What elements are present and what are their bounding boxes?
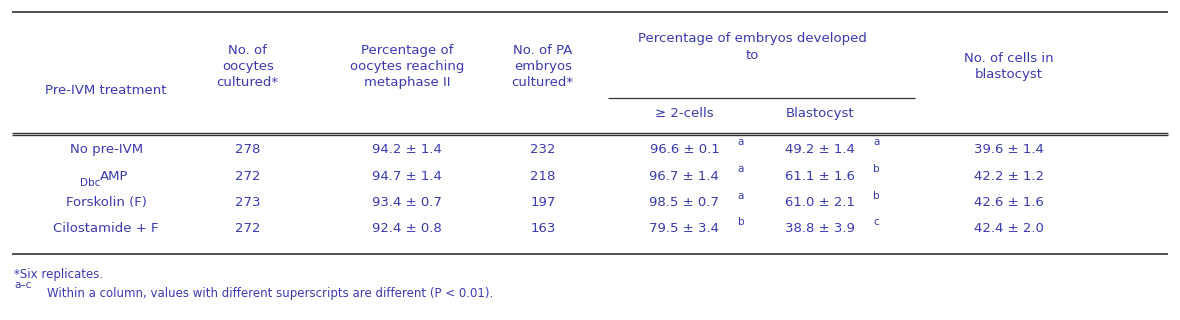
Text: 98.5 ± 0.7: 98.5 ± 0.7 bbox=[649, 196, 720, 209]
Text: 232: 232 bbox=[530, 143, 556, 156]
Text: b: b bbox=[738, 217, 745, 227]
Text: 61.0 ± 2.1: 61.0 ± 2.1 bbox=[785, 196, 856, 209]
Text: 93.4 ± 0.7: 93.4 ± 0.7 bbox=[372, 196, 442, 209]
Text: b: b bbox=[873, 190, 880, 201]
Text: 197: 197 bbox=[530, 196, 556, 209]
Text: a: a bbox=[738, 190, 745, 201]
Text: Pre-IVM treatment: Pre-IVM treatment bbox=[46, 84, 166, 97]
Text: 42.4 ± 2.0: 42.4 ± 2.0 bbox=[974, 222, 1044, 235]
Text: c: c bbox=[874, 217, 879, 227]
Text: No. of
oocytes
cultured*: No. of oocytes cultured* bbox=[217, 44, 278, 89]
Text: a: a bbox=[738, 137, 745, 147]
Text: 273: 273 bbox=[235, 196, 261, 209]
Text: a: a bbox=[738, 164, 745, 174]
Text: No. of PA
embryos
cultured*: No. of PA embryos cultured* bbox=[512, 44, 573, 89]
Text: Within a column, values with different superscripts are different (P < 0.01).: Within a column, values with different s… bbox=[47, 287, 493, 300]
Text: 94.7 ± 1.4: 94.7 ± 1.4 bbox=[372, 170, 442, 183]
Text: 38.8 ± 3.9: 38.8 ± 3.9 bbox=[785, 222, 856, 235]
Text: 272: 272 bbox=[235, 222, 261, 235]
Text: 92.4 ± 0.8: 92.4 ± 0.8 bbox=[372, 222, 442, 235]
Text: 94.2 ± 1.4: 94.2 ± 1.4 bbox=[372, 143, 442, 156]
Text: 272: 272 bbox=[235, 170, 261, 183]
Text: 218: 218 bbox=[530, 170, 556, 183]
Text: 61.1 ± 1.6: 61.1 ± 1.6 bbox=[785, 170, 856, 183]
Text: ≥ 2-cells: ≥ 2-cells bbox=[655, 107, 714, 120]
Text: 278: 278 bbox=[235, 143, 261, 156]
Text: Cilostamide + F: Cilostamide + F bbox=[53, 222, 159, 235]
Text: Percentage of embryos developed
to: Percentage of embryos developed to bbox=[638, 32, 866, 62]
Text: a: a bbox=[873, 137, 880, 147]
Text: 163: 163 bbox=[530, 222, 556, 235]
Text: 49.2 ± 1.4: 49.2 ± 1.4 bbox=[785, 143, 856, 156]
Text: No. of cells in
blastocyst: No. of cells in blastocyst bbox=[964, 52, 1054, 81]
Text: Blastocyst: Blastocyst bbox=[786, 107, 854, 120]
Text: 96.6 ± 0.1: 96.6 ± 0.1 bbox=[649, 143, 720, 156]
Text: 42.2 ± 1.2: 42.2 ± 1.2 bbox=[974, 170, 1044, 183]
Text: b: b bbox=[873, 164, 880, 174]
Text: 42.6 ± 1.6: 42.6 ± 1.6 bbox=[974, 196, 1044, 209]
Text: 96.7 ± 1.4: 96.7 ± 1.4 bbox=[649, 170, 720, 183]
Text: Percentage of
oocytes reaching
metaphase II: Percentage of oocytes reaching metaphase… bbox=[350, 44, 464, 89]
Text: No pre-IVM: No pre-IVM bbox=[70, 143, 143, 156]
Text: AMP: AMP bbox=[100, 170, 129, 183]
Text: 39.6 ± 1.4: 39.6 ± 1.4 bbox=[974, 143, 1044, 156]
Text: *Six replicates.: *Six replicates. bbox=[14, 268, 104, 282]
Text: Forskolin (F): Forskolin (F) bbox=[66, 196, 146, 209]
Text: a–c: a–c bbox=[14, 280, 32, 290]
Text: 79.5 ± 3.4: 79.5 ± 3.4 bbox=[649, 222, 720, 235]
Text: Dbc: Dbc bbox=[80, 178, 100, 188]
